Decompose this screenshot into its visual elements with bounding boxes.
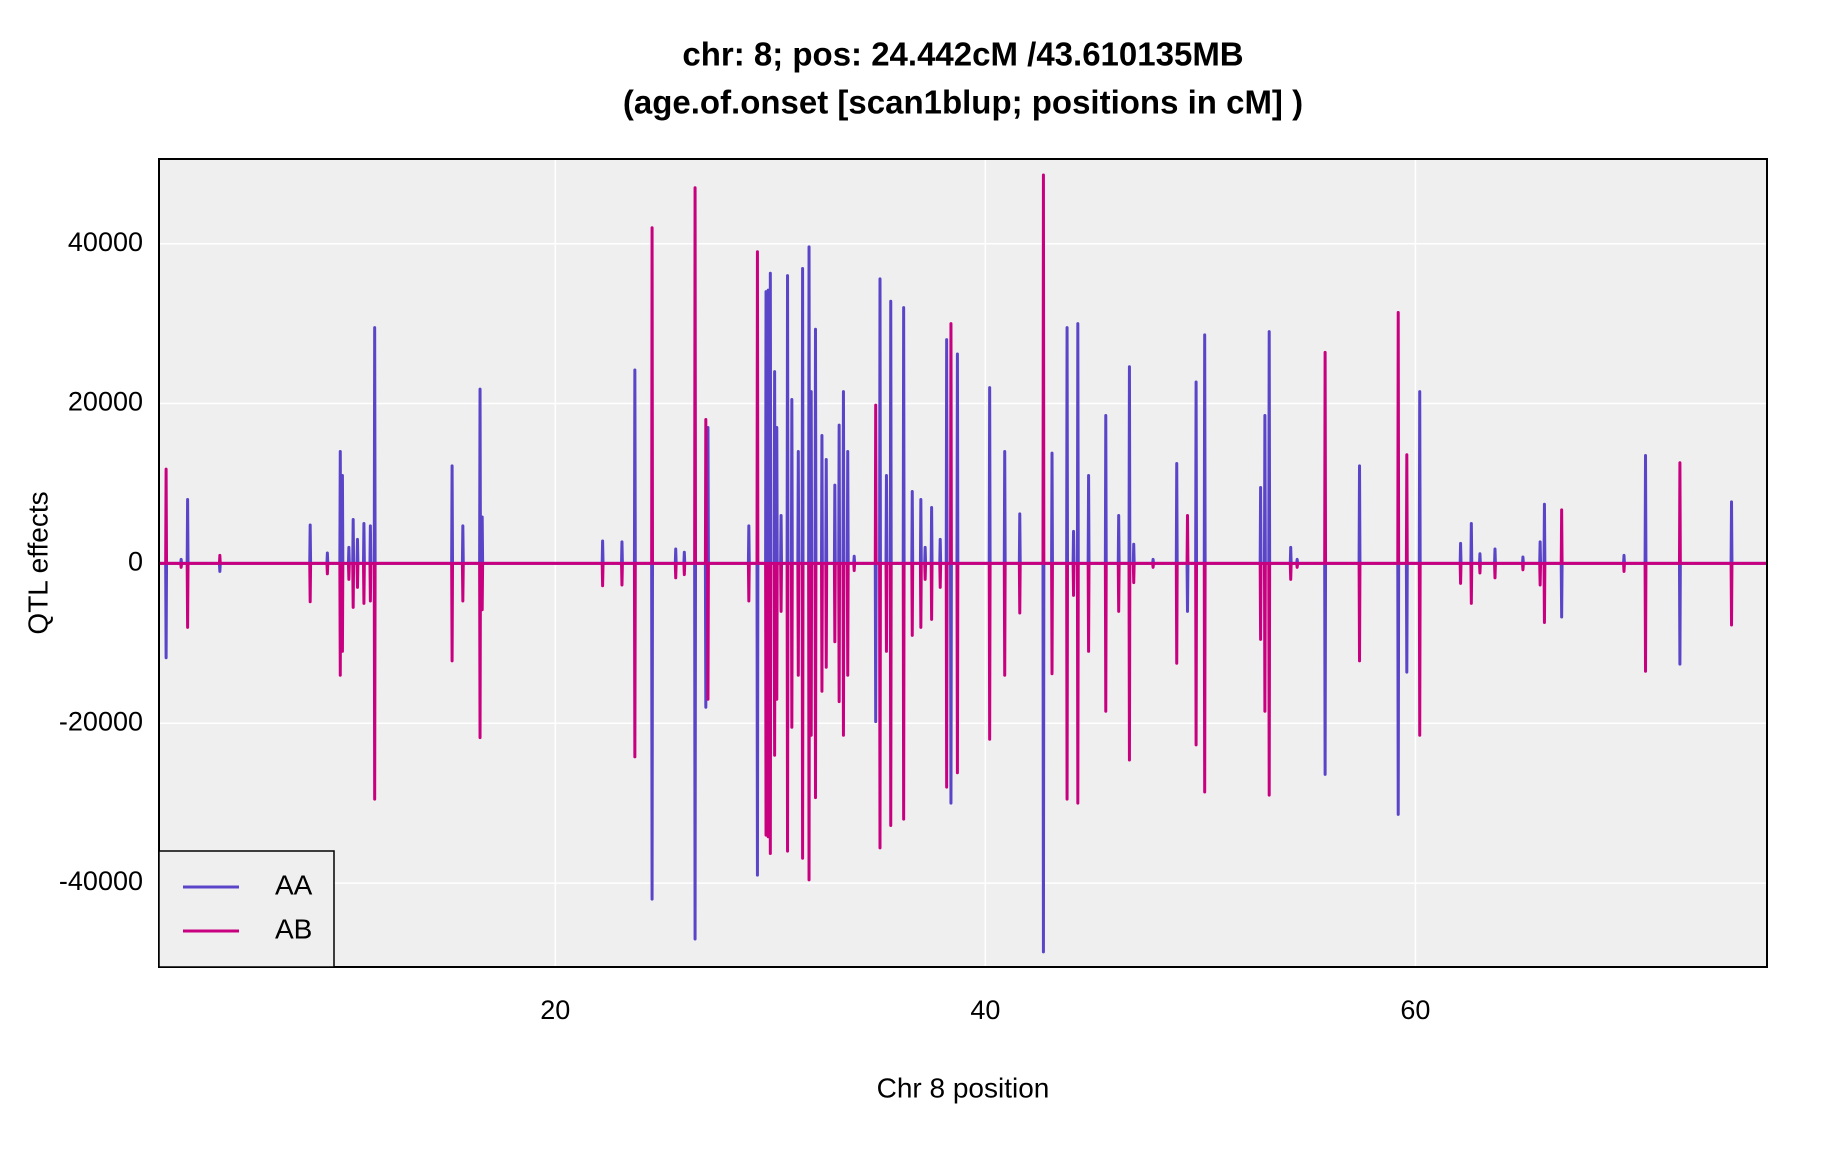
x-axis-label: Chr 8 position	[877, 1072, 1050, 1103]
y-tick-label: -20000	[59, 706, 143, 736]
y-tick-label: 0	[128, 547, 143, 577]
y-tick-label: 20000	[68, 387, 143, 417]
chart-subtitle: (age.of.onset [scan1blup; positions in c…	[623, 84, 1303, 121]
legend-box	[158, 850, 335, 968]
plot-frame	[158, 158, 1768, 968]
x-tick-label: 60	[1400, 995, 1430, 1025]
legend-label: AA	[275, 869, 313, 900]
series-line	[159, 173, 1766, 882]
y-tick-label: 40000	[68, 227, 143, 257]
lines	[159, 173, 1766, 954]
legend: AA AB	[158, 850, 335, 968]
ticks: -40000 -20000 0 20000 40000 20 40 60	[59, 227, 1431, 1025]
legend-label: AB	[275, 913, 312, 944]
x-tick-label: 40	[970, 995, 1000, 1025]
chart-title: chr: 8; pos: 24.442cM /43.610135MB	[682, 36, 1243, 73]
y-axis-label: QTL effects	[22, 491, 53, 634]
x-tick-label: 20	[540, 995, 570, 1025]
y-tick-label: -40000	[59, 866, 143, 896]
